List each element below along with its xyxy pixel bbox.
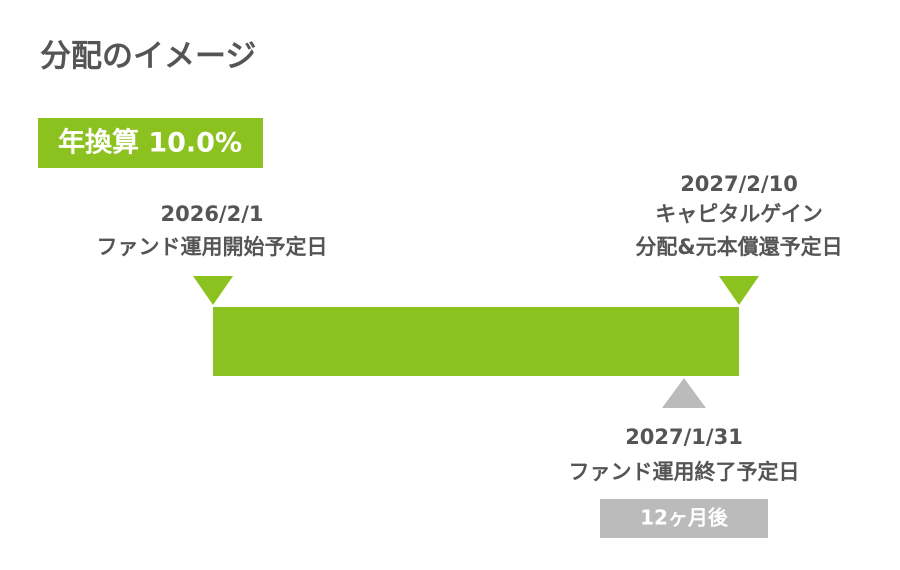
duration-box: [600, 499, 768, 538]
start-date: 2026/2/1: [160, 202, 263, 226]
period-bar: [213, 307, 739, 376]
maturity-marker: [662, 378, 706, 408]
end-date: 2027/2/10: [680, 172, 798, 196]
end-line: 分配&元本償還予定日: [635, 235, 842, 259]
duration: 12ヶ月後: [640, 506, 729, 530]
maturity-date: 2027/1/31: [625, 425, 743, 449]
end-marker: [719, 276, 759, 305]
start-marker: [193, 276, 233, 305]
badge: 年換算 10.0%: [58, 127, 242, 159]
badge-box: [38, 118, 263, 168]
title: 分配のイメージ: [40, 39, 256, 75]
maturity-label: ファンド運用終了予定日: [569, 460, 800, 484]
start-label: ファンド運用開始予定日: [97, 235, 328, 259]
end-line: キャピタルゲイン: [655, 202, 823, 226]
